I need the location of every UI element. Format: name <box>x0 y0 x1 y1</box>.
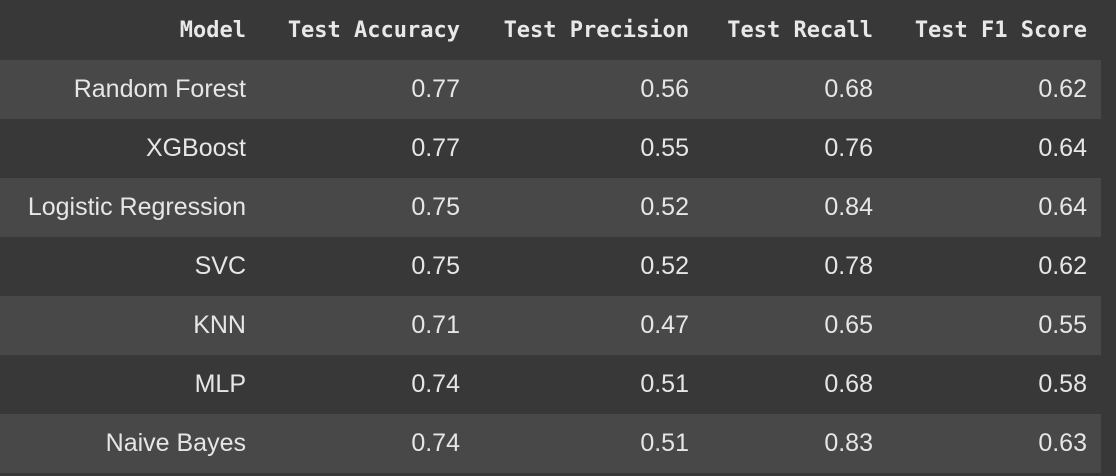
cell-accuracy: 0.77 <box>411 134 460 162</box>
cell-precision: 0.51 <box>640 370 689 398</box>
cell-model: MLP <box>194 370 246 398</box>
cell-f1-score: 0.64 <box>1038 193 1087 221</box>
cell-recall: 0.78 <box>824 252 873 280</box>
cell-precision: 0.47 <box>640 311 689 339</box>
cell-f1-score: 0.58 <box>1038 370 1087 398</box>
cell-recall: 0.68 <box>824 370 873 398</box>
cell-precision: 0.55 <box>640 134 689 162</box>
cell-recall: 0.84 <box>824 193 873 221</box>
cell-f1-score: 0.63 <box>1038 429 1087 457</box>
table-row: XGBoost 0.77 0.55 0.76 0.64 <box>0 119 1101 178</box>
header-test-accuracy: Test Accuracy <box>287 17 460 43</box>
table-row: Naive Bayes 0.74 0.51 0.83 0.63 <box>0 414 1101 473</box>
cell-accuracy: 0.74 <box>411 370 460 398</box>
cell-f1-score: 0.55 <box>1038 311 1087 339</box>
cell-precision: 0.56 <box>640 75 689 103</box>
cell-precision: 0.52 <box>640 193 689 221</box>
cell-model: Random Forest <box>73 75 246 103</box>
cell-accuracy: 0.75 <box>411 252 460 280</box>
cell-accuracy: 0.74 <box>411 429 460 457</box>
cell-f1-score: 0.62 <box>1038 252 1087 280</box>
cell-model: Naive Bayes <box>105 429 246 457</box>
cell-accuracy: 0.75 <box>411 193 460 221</box>
header-test-recall: Test Recall <box>727 17 873 43</box>
cell-model: XGBoost <box>145 134 246 162</box>
header-model: Model <box>179 17 246 43</box>
cell-recall: 0.65 <box>824 311 873 339</box>
header-test-f1-score: Test F1 Score <box>914 17 1087 43</box>
cell-model: KNN <box>193 311 246 339</box>
table-header: Model Test Accuracy Test Precision Test … <box>0 0 1101 60</box>
cell-model: Logistic Regression <box>27 193 246 221</box>
cell-model: SVC <box>194 252 246 280</box>
cell-f1-score: 0.62 <box>1038 75 1087 103</box>
cell-f1-score: 0.64 <box>1038 134 1087 162</box>
header-test-precision: Test Precision <box>503 17 689 43</box>
cell-recall: 0.68 <box>824 75 873 103</box>
table-row: Random Forest 0.77 0.56 0.68 0.62 <box>0 60 1101 119</box>
cell-precision: 0.52 <box>640 252 689 280</box>
table-row: SVC 0.75 0.52 0.78 0.62 <box>0 237 1101 296</box>
cell-accuracy: 0.77 <box>411 75 460 103</box>
table-row: Logistic Regression 0.75 0.52 0.84 0.64 <box>0 178 1101 237</box>
cell-precision: 0.51 <box>640 429 689 457</box>
table-row: MLP 0.74 0.51 0.68 0.58 <box>0 355 1101 414</box>
header-row: Model Test Accuracy Test Precision Test … <box>0 0 1101 60</box>
cell-accuracy: 0.71 <box>411 311 460 339</box>
table-row: KNN 0.71 0.47 0.65 0.55 <box>0 296 1101 355</box>
table-body: Random Forest 0.77 0.56 0.68 0.62 XGBoos… <box>0 60 1101 473</box>
cell-recall: 0.83 <box>824 429 873 457</box>
cell-recall: 0.76 <box>824 134 873 162</box>
